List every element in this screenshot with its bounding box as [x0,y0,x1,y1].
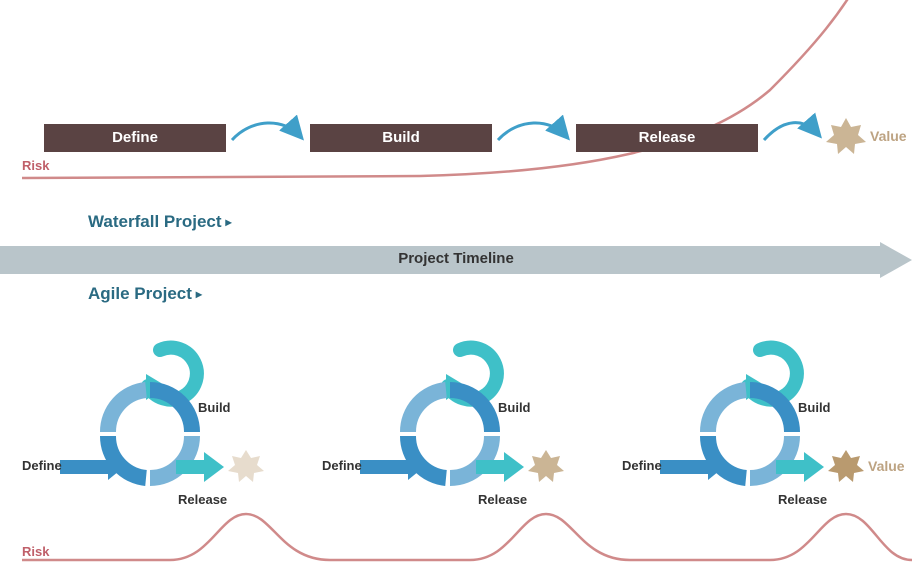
waterfall-value-label: Value [870,128,907,144]
cycle-define-label: Define [322,458,362,473]
waterfall-arrow-1 [0,0,912,200]
cycle-define-label: Define [622,458,662,473]
caret-icon: ▸ [196,287,202,301]
timeline-label: Project Timeline [0,250,912,267]
agile-cycle-3: Define Build Release Value [650,320,910,520]
cycle-define-label: Define [22,458,62,473]
waterfall-value-star [826,116,866,156]
cycle-build-label: Build [198,400,231,415]
heading-waterfall: Waterfall Project▸ [88,212,232,232]
caret-icon: ▸ [226,215,232,229]
cycle-build-label: Build [798,400,831,415]
risk-label-top: Risk [22,158,49,173]
cycle-build-label: Build [498,400,531,415]
diagram-canvas: Define Build Release Value Risk Waterfal… [0,0,912,574]
risk-curve-agile [0,500,912,580]
agile-value-label: Value [868,458,905,474]
risk-label-bottom: Risk [22,544,49,559]
agile-cycle-2: Define Build Release [350,320,580,520]
heading-agile: Agile Project▸ [88,284,202,304]
agile-cycle-1: Define Build Release [50,320,280,520]
